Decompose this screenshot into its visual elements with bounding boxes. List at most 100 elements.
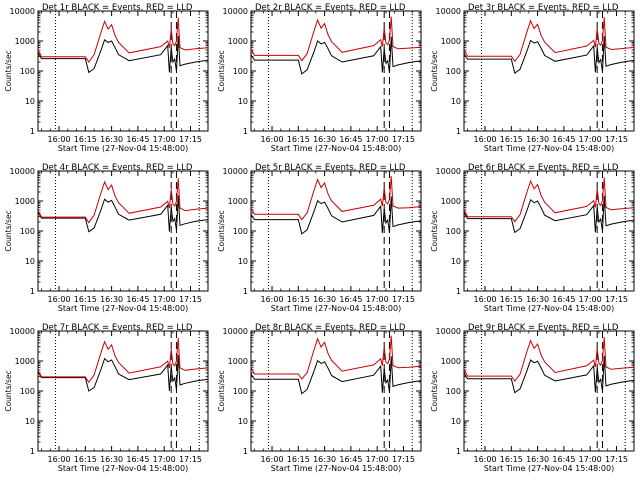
- y-axis-label: Counts/sec: [4, 210, 13, 251]
- y-tick-label: 100: [446, 67, 461, 76]
- x-tick-label: 16:15: [287, 295, 310, 304]
- x-tick-label: 16:15: [500, 455, 523, 464]
- panel-title: Det 8r BLACK = Events, RED = LLD: [255, 323, 406, 333]
- y-tick-label: 10000: [436, 7, 461, 16]
- series-line: [37, 35, 209, 74]
- y-tick-label: 1000: [228, 197, 248, 206]
- y-tick-label: 100: [20, 227, 35, 236]
- plot-frame: [250, 330, 422, 452]
- series-line: [250, 196, 422, 235]
- x-tick-label: 16:00: [47, 135, 70, 144]
- y-tick-label: 1000: [441, 37, 461, 46]
- y-tick-label: 10: [238, 257, 248, 266]
- series-line: [250, 36, 422, 75]
- y-tick-label: 10: [25, 257, 35, 266]
- series-line: [250, 356, 422, 395]
- y-axis-label: Counts/sec: [217, 50, 226, 91]
- series-line: [37, 337, 209, 384]
- y-axis-label: Counts/sec: [4, 370, 13, 411]
- x-tick-label: 17:15: [392, 295, 415, 304]
- x-tick-label: 17:15: [392, 135, 415, 144]
- plot-frame: [37, 10, 209, 132]
- x-tick-label: 16:15: [500, 295, 523, 304]
- panel-title: Det 1r BLACK = Events, RED = LLD: [42, 3, 193, 13]
- panel-title: Det 7r BLACK = Events, RED = LLD: [42, 323, 193, 333]
- x-tick-label: 16:45: [339, 455, 362, 464]
- y-tick-label: 1: [243, 287, 248, 296]
- detector-panel: 1 10 100 1000 10000 16:00 16:15 16:30 16:45 17:00…: [4, 323, 209, 473]
- x-tick-label: 17:15: [605, 295, 628, 304]
- series-line: [463, 336, 635, 382]
- x-axis-label: Start Time (27-Nov-04 15:48:00): [484, 304, 614, 313]
- x-tick-label: 16:30: [100, 295, 123, 304]
- x-tick-label: 17:00: [366, 455, 389, 464]
- plot-frame: [37, 330, 209, 452]
- x-tick-label: 16:45: [552, 135, 575, 144]
- detector-panel: 1 10 100 1000 10000 16:00 16:15 16:30 16:45 17:00…: [4, 3, 209, 153]
- series-line: [37, 17, 209, 63]
- y-tick-label: 1000: [228, 357, 248, 366]
- x-tick-label: 16:30: [100, 455, 123, 464]
- y-tick-label: 100: [20, 67, 35, 76]
- series-line: [37, 195, 209, 233]
- plot-frame: [250, 10, 422, 132]
- x-axis-label: Start Time (27-Nov-04 15:48:00): [58, 464, 188, 473]
- x-axis-label: Start Time (27-Nov-04 15:48:00): [271, 464, 401, 473]
- x-tick-label: 17:00: [366, 295, 389, 304]
- x-tick-label: 16:15: [287, 135, 310, 144]
- y-tick-label: 100: [233, 67, 248, 76]
- x-tick-label: 16:30: [313, 135, 336, 144]
- x-tick-label: 17:00: [579, 455, 602, 464]
- x-tick-label: 16:45: [126, 135, 149, 144]
- y-tick-label: 1000: [15, 197, 35, 206]
- x-axis-label: Start Time (27-Nov-04 15:48:00): [484, 464, 614, 473]
- x-tick-label: 16:00: [473, 455, 496, 464]
- series-line: [250, 175, 422, 221]
- x-tick-label: 16:00: [473, 135, 496, 144]
- x-tick-label: 16:00: [47, 295, 70, 304]
- x-axis-label: Start Time (27-Nov-04 15:48:00): [484, 144, 614, 153]
- detector-panel: 1 10 100 1000 10000 16:00 16:15 16:30 16:45 17:00…: [4, 163, 209, 313]
- x-axis-label: Start Time (27-Nov-04 15:48:00): [58, 144, 188, 153]
- y-axis-label: Counts/sec: [217, 210, 226, 251]
- x-tick-label: 16:45: [552, 455, 575, 464]
- x-tick-label: 16:15: [74, 135, 97, 144]
- y-axis-label: Counts/sec: [430, 370, 439, 411]
- y-tick-label: 1: [456, 287, 461, 296]
- x-tick-label: 16:45: [552, 295, 575, 304]
- x-tick-label: 17:15: [179, 455, 202, 464]
- y-tick-label: 1: [456, 127, 461, 136]
- x-tick-label: 16:15: [287, 455, 310, 464]
- series-line: [463, 17, 635, 63]
- x-tick-label: 16:30: [313, 455, 336, 464]
- series-line: [250, 335, 422, 380]
- panel-title: Det 2r BLACK = Events, RED = LLD: [255, 3, 406, 13]
- x-tick-label: 17:15: [605, 455, 628, 464]
- x-tick-label: 16:00: [260, 455, 283, 464]
- x-axis-label: Start Time (27-Nov-04 15:48:00): [271, 144, 401, 153]
- series-line: [463, 36, 635, 74]
- y-tick-label: 10000: [223, 167, 248, 176]
- y-tick-label: 1000: [441, 197, 461, 206]
- plot-frame: [37, 170, 209, 292]
- series-line: [37, 354, 209, 392]
- panel-title: Det 3r BLACK = Events, RED = LLD: [468, 3, 619, 13]
- y-tick-label: 100: [446, 387, 461, 396]
- x-tick-label: 17:15: [179, 135, 202, 144]
- y-tick-label: 100: [446, 227, 461, 236]
- y-tick-label: 1: [30, 287, 35, 296]
- y-axis-label: Counts/sec: [430, 210, 439, 251]
- x-tick-label: 16:30: [526, 135, 549, 144]
- x-tick-label: 16:45: [339, 135, 362, 144]
- plot-frame: [250, 170, 422, 292]
- x-tick-label: 17:00: [579, 295, 602, 304]
- x-tick-label: 16:45: [339, 295, 362, 304]
- y-tick-label: 10000: [436, 327, 461, 336]
- y-tick-label: 10000: [223, 327, 248, 336]
- plot-frame: [463, 10, 635, 132]
- x-tick-label: 16:45: [126, 295, 149, 304]
- y-tick-label: 10: [25, 417, 35, 426]
- x-tick-label: 16:00: [260, 295, 283, 304]
- panel-title: Det 5r BLACK = Events, RED = LLD: [255, 163, 406, 173]
